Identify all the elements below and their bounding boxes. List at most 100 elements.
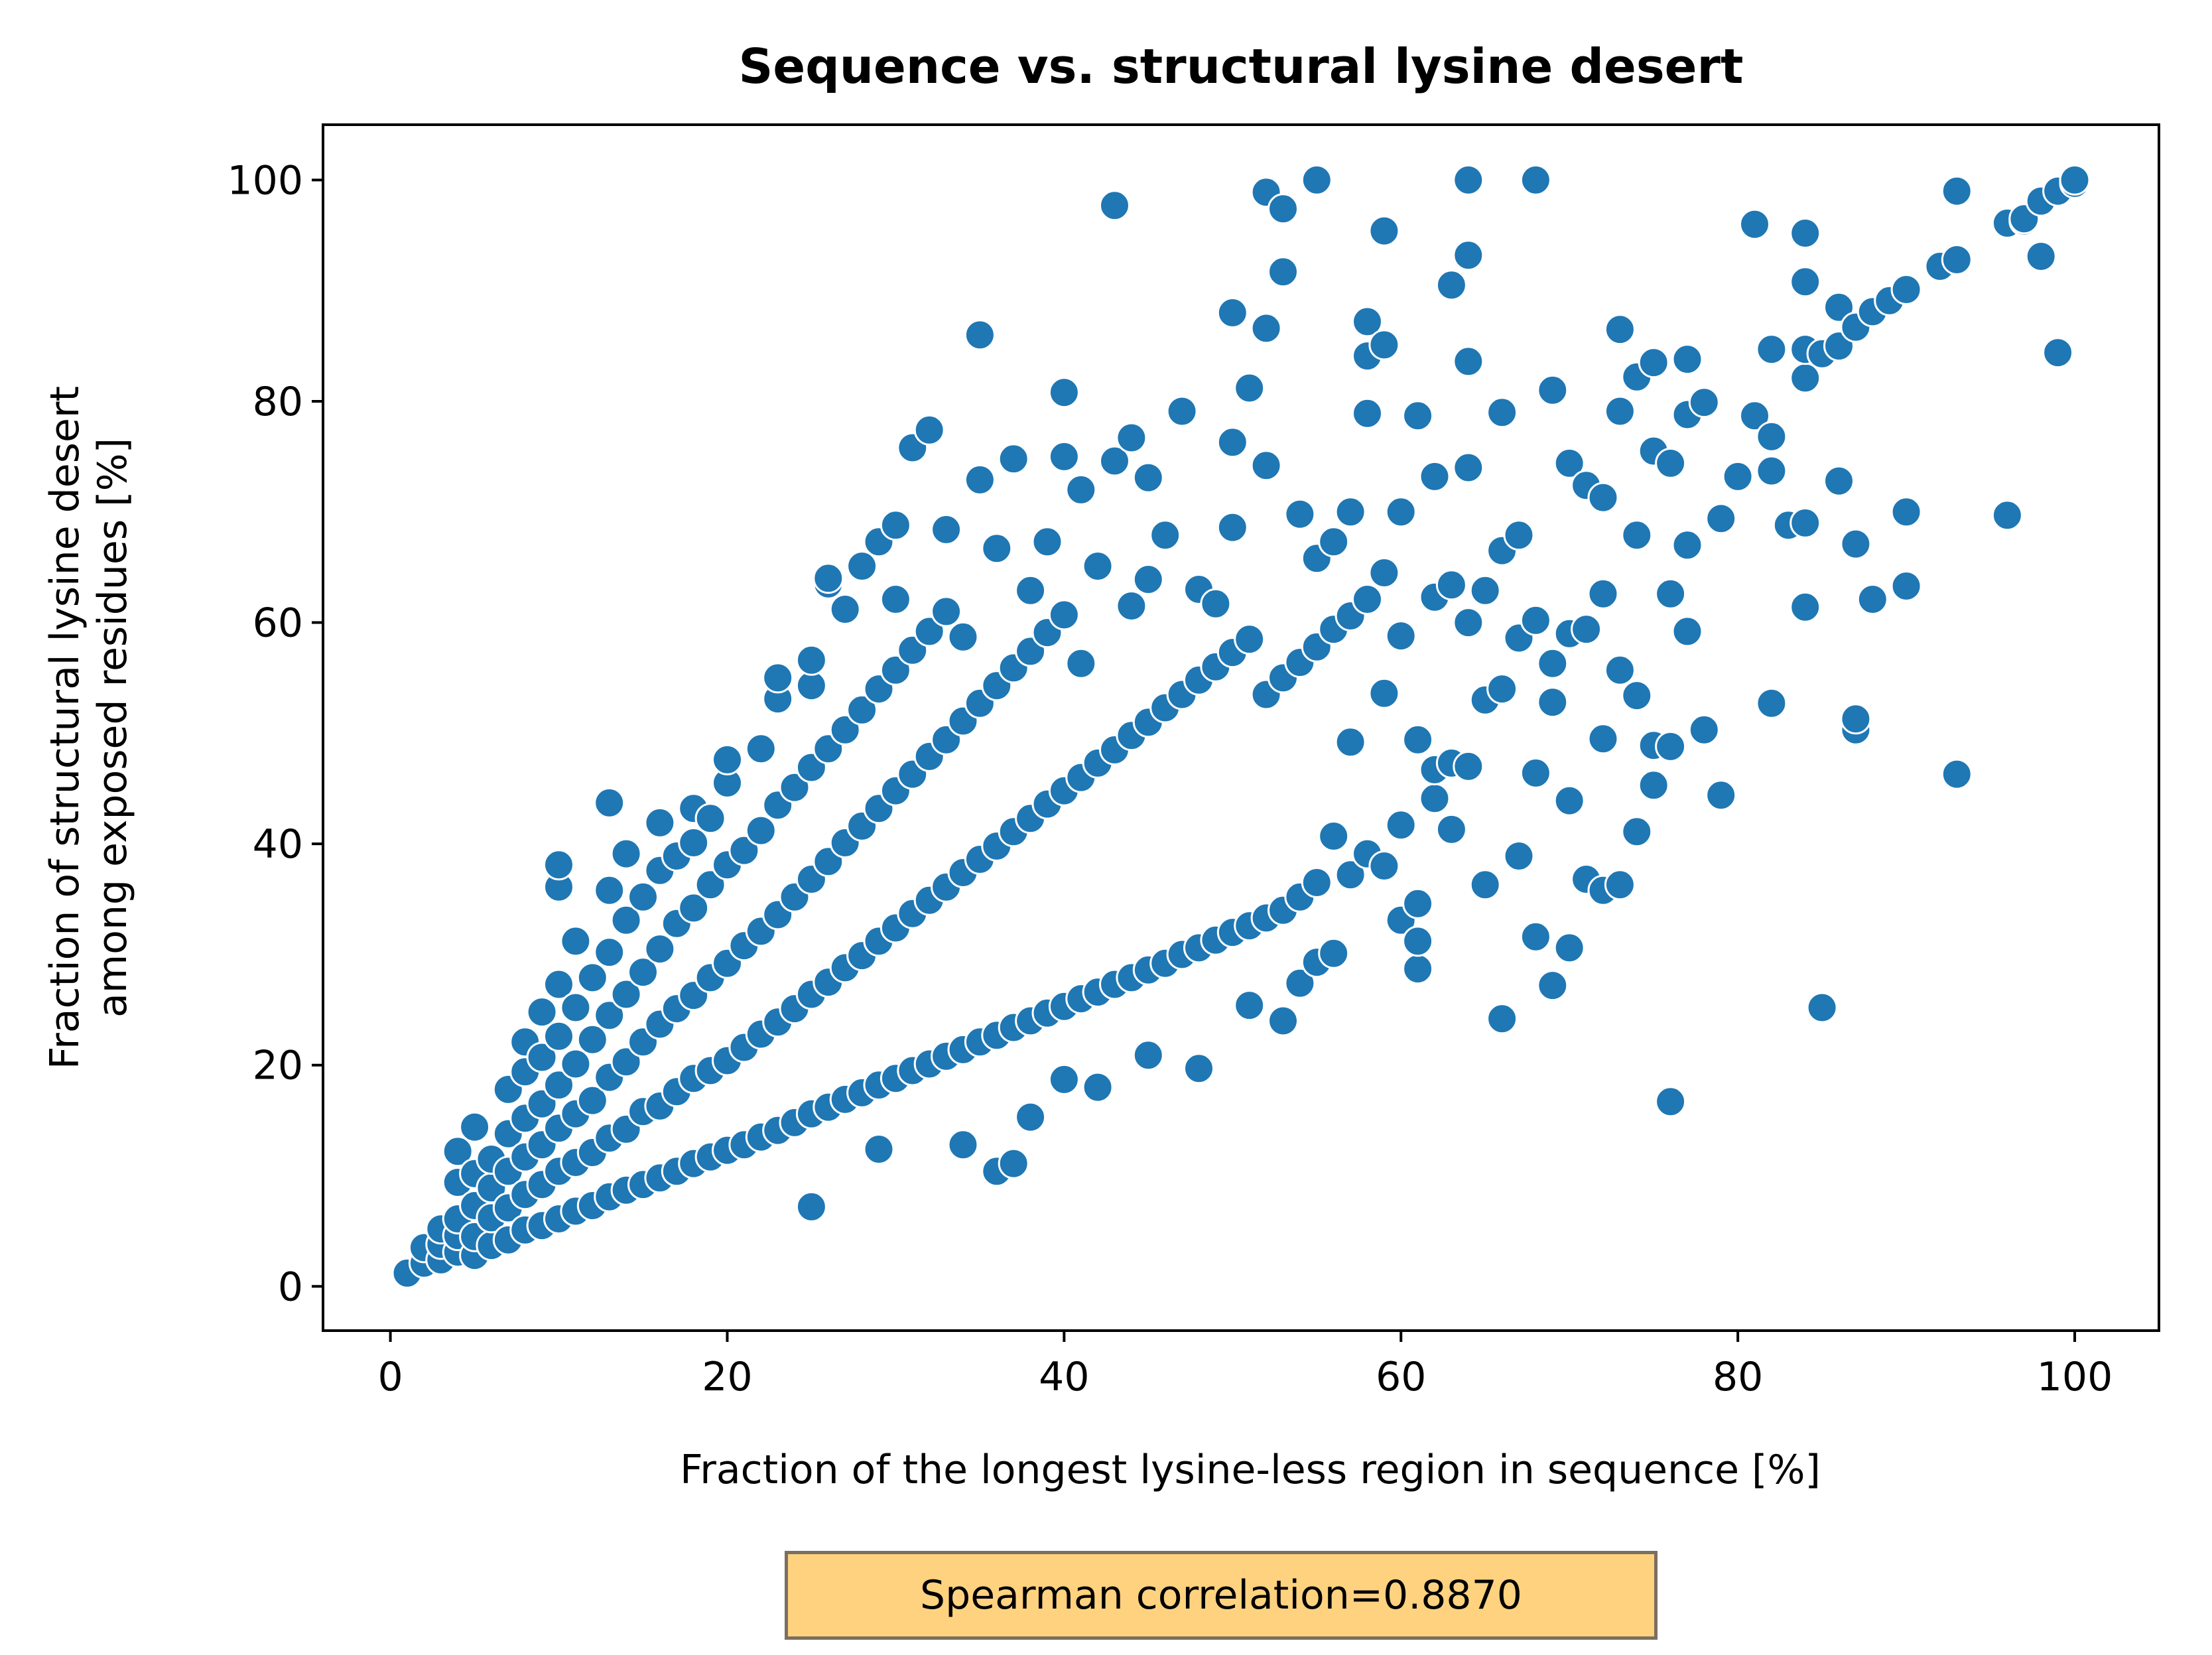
- x-tick-label: 60: [1376, 1354, 1426, 1400]
- x-tick-label: 40: [1039, 1354, 1089, 1400]
- scatter-point: [1284, 967, 1316, 999]
- scatter-point: [1890, 496, 1922, 528]
- scatter-point: [1250, 312, 1282, 344]
- scatter-point: [1268, 193, 1299, 225]
- scatter-point: [1671, 529, 1703, 561]
- scatter-point: [964, 319, 996, 351]
- scatter-point: [879, 584, 911, 615]
- scatter-point: [745, 815, 777, 846]
- scatter-point: [879, 509, 911, 541]
- scatter-point: [576, 1024, 608, 1055]
- scatter-point: [931, 596, 962, 628]
- scatter-point: [1840, 528, 1872, 560]
- points-layer: [391, 164, 2091, 1289]
- scatter-point: [1015, 574, 1047, 606]
- scatter-point: [1048, 377, 1080, 409]
- scatter-point: [1655, 730, 1687, 762]
- scatter-point: [1789, 591, 1821, 623]
- scatter-point: [1352, 584, 1383, 615]
- scatter-point: [712, 744, 743, 775]
- scatter-point: [1671, 616, 1703, 647]
- scatter-point: [829, 594, 861, 625]
- scatter-point: [1352, 397, 1383, 429]
- scatter-point: [1604, 654, 1636, 686]
- scatter-point: [1453, 164, 1484, 196]
- scatter-point: [1065, 474, 1097, 505]
- scatter-point: [1823, 465, 1854, 497]
- scatter-point: [594, 937, 625, 968]
- y-tick-label: 60: [253, 600, 303, 647]
- scatter-point: [1537, 374, 1569, 406]
- scatter-point: [1604, 869, 1636, 901]
- scatter-point: [576, 1085, 608, 1116]
- scatter-point: [1655, 578, 1687, 610]
- scatter-point: [1031, 526, 1063, 558]
- scatter-point: [1722, 460, 1754, 492]
- scatter-point: [2042, 337, 2074, 369]
- scatter-point: [1486, 1003, 1518, 1035]
- scatter-point: [1334, 496, 1366, 528]
- scatter-point: [1318, 526, 1350, 558]
- x-tick-label: 100: [2037, 1354, 2113, 1400]
- scatter-point: [1132, 564, 1164, 595]
- scatter-point: [1789, 507, 1821, 539]
- scatter-point: [1082, 1071, 1114, 1103]
- scatter-point: [1435, 269, 1467, 301]
- scatter-point: [1941, 758, 1973, 790]
- scatter-point: [1638, 769, 1669, 801]
- scatter-point: [1823, 291, 1854, 323]
- scatter-point: [543, 849, 574, 881]
- scatter-point: [594, 1000, 625, 1031]
- scatter-point: [1250, 450, 1282, 482]
- scatter-point: [1402, 953, 1434, 985]
- scatter-point: [1941, 244, 1973, 275]
- scatter-point: [1284, 498, 1316, 530]
- scatter-point: [560, 925, 592, 957]
- scatter-point: [931, 513, 962, 545]
- scatter-point: [1082, 551, 1114, 582]
- x-axis-ticks: 0 20 40 60 80 100: [377, 1331, 2113, 1400]
- scatter-point: [694, 803, 726, 834]
- scatter-point: [981, 533, 1013, 564]
- scatter-point: [795, 644, 827, 676]
- scatter-point: [560, 1048, 592, 1080]
- scatter-point: [1368, 677, 1400, 709]
- scatter-point: [1048, 1063, 1080, 1095]
- scatter-point: [745, 733, 777, 765]
- scatter-point: [678, 827, 710, 858]
- scatter-point: [1402, 400, 1434, 432]
- spearman-annotation: Spearman correlation=0.8870: [785, 1551, 1658, 1640]
- scatter-point: [1486, 673, 1518, 705]
- scatter-point: [594, 874, 625, 906]
- y-axis-label-line2: among exposed residues [%]: [90, 438, 136, 1018]
- scatter-point: [1419, 460, 1451, 492]
- plot-frame: [322, 123, 2160, 1332]
- scatter-point: [1756, 421, 1788, 452]
- scatter-point: [2059, 164, 2091, 196]
- scatter-point: [459, 1111, 491, 1143]
- y-axis-label-line1: Fraction of structural lysine desert: [42, 386, 88, 1069]
- scatter-point: [1705, 503, 1737, 535]
- scatter-point: [1301, 867, 1333, 898]
- scatter-point: [1099, 190, 1130, 222]
- scatter-point: [1385, 620, 1417, 652]
- scatter-point: [1216, 427, 1248, 458]
- scatter-point: [1368, 329, 1400, 361]
- scatter-point: [1419, 783, 1451, 815]
- scatter-point: [1688, 714, 1720, 746]
- scatter-point: [594, 787, 625, 819]
- scatter-point: [1368, 850, 1400, 882]
- scatter-point: [1890, 570, 1922, 602]
- scatter-point: [1941, 175, 1973, 207]
- scatter-point: [1621, 519, 1653, 551]
- scatter-point: [1453, 607, 1484, 639]
- scatter-point: [1503, 519, 1535, 551]
- scatter-point: [1739, 400, 1770, 432]
- scatter-point: [1553, 447, 1585, 479]
- scatter-point: [1856, 584, 1888, 615]
- scatter-point: [998, 443, 1029, 475]
- scatter-point: [1099, 445, 1130, 477]
- scatter-point: [1469, 574, 1501, 606]
- scatter-point: [1655, 447, 1687, 479]
- scatter-point: [1048, 599, 1080, 631]
